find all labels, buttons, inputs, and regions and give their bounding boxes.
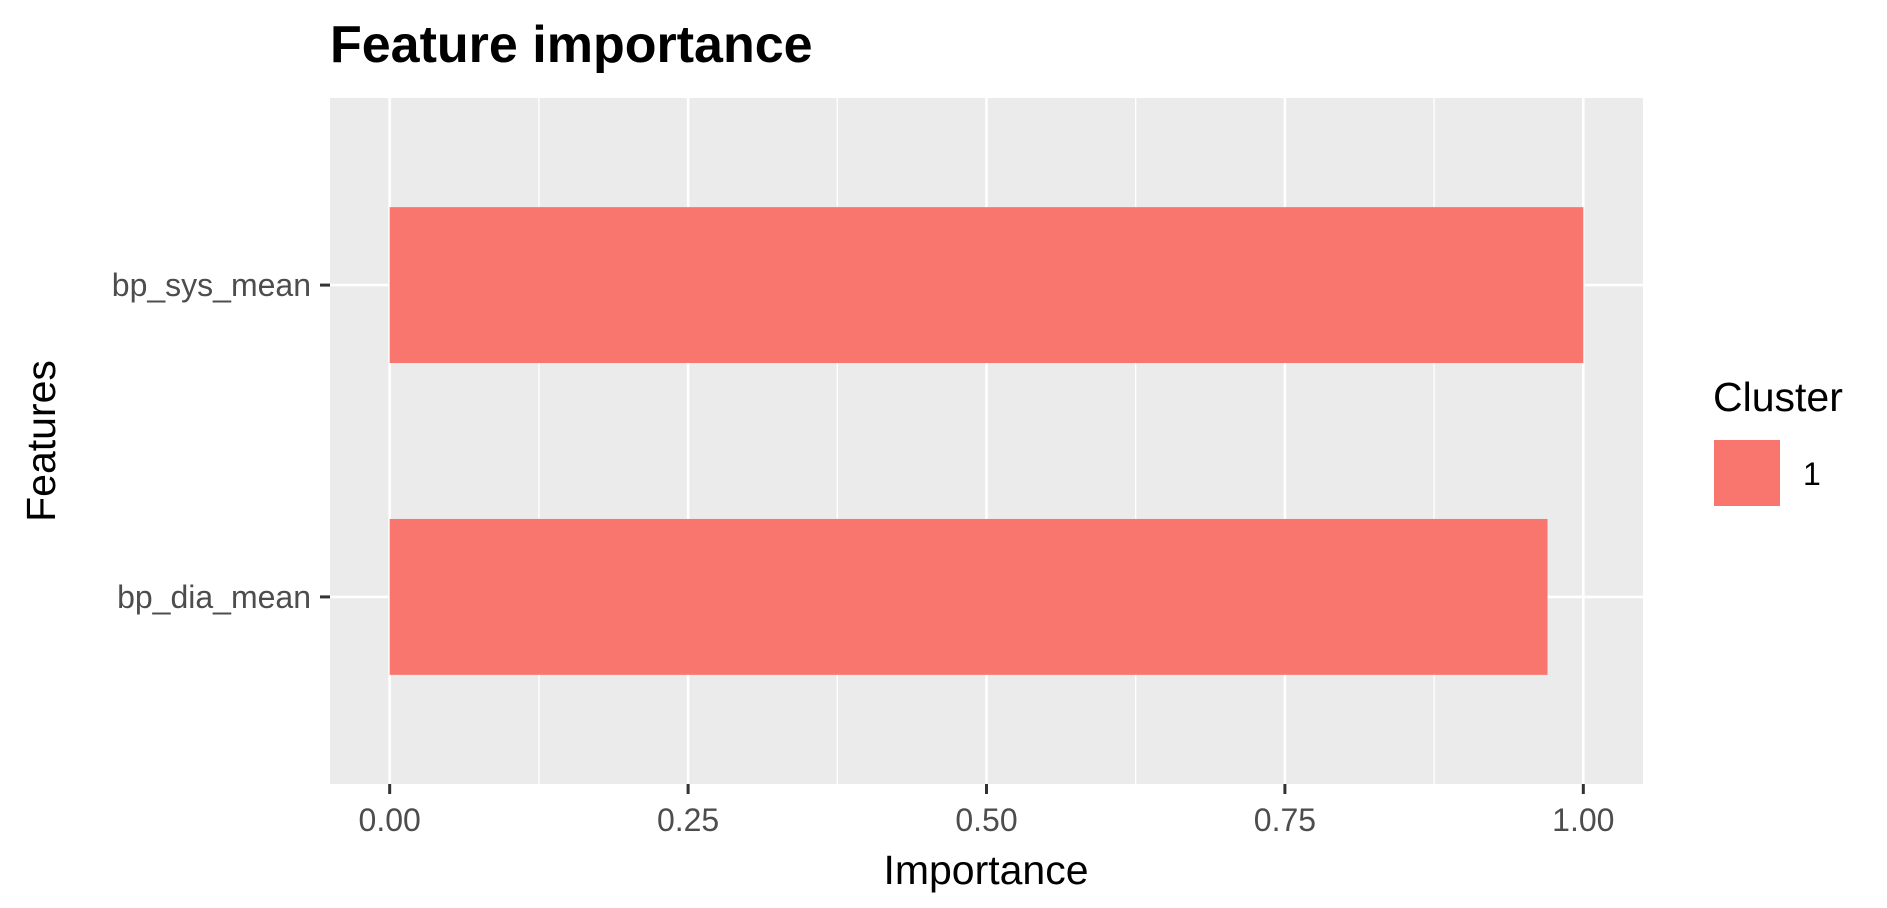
- chart-title: Feature importance: [330, 16, 813, 74]
- x-tick-label: 0.00: [359, 802, 421, 838]
- x-axis-title: Importance: [883, 847, 1088, 893]
- x-tick-label: 1.00: [1552, 802, 1614, 838]
- x-axis: 0.00 0.25 0.50 0.75 1.00: [359, 784, 1614, 838]
- legend-title: Cluster: [1713, 374, 1843, 420]
- legend-items: 1: [1712, 438, 1821, 508]
- legend-label: 1: [1803, 456, 1821, 492]
- y-tick-label: bp_dia_mean: [117, 579, 311, 615]
- y-axis: bp_sys_mean bp_dia_mean: [112, 267, 330, 615]
- x-tick-label: 0.25: [657, 802, 719, 838]
- legend: Cluster 1: [1712, 374, 1843, 508]
- x-tick-label: 0.50: [955, 802, 1017, 838]
- bar-bp-dia-mean: [389, 518, 1548, 675]
- bar-bp-sys-mean: [389, 207, 1584, 364]
- y-axis-title: Features: [18, 360, 64, 522]
- x-tick-label: 0.75: [1254, 802, 1316, 838]
- y-tick-label: bp_sys_mean: [112, 267, 311, 303]
- bars: [389, 207, 1584, 675]
- legend-key: [1712, 438, 1782, 508]
